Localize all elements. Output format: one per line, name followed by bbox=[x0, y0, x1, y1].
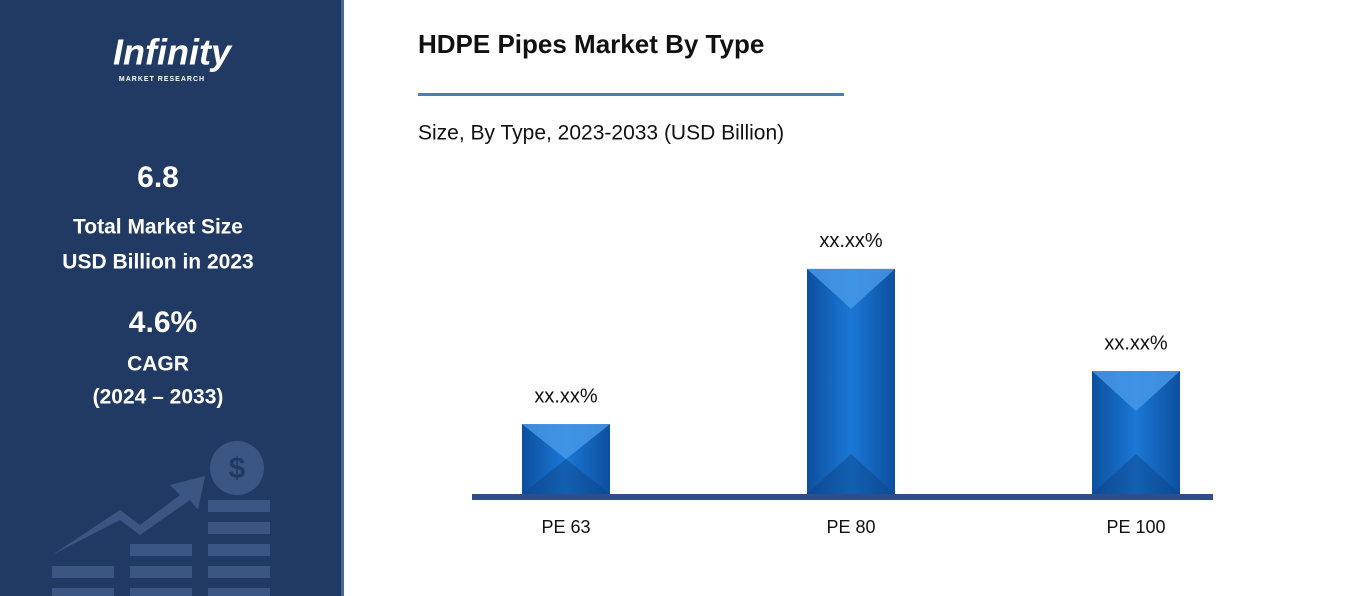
x-tick-label: PE 100 bbox=[1106, 517, 1165, 537]
x-tick-label: PE 80 bbox=[826, 517, 875, 537]
bar-bevel bbox=[807, 268, 895, 309]
market-size-label: USD Billion in 2023 bbox=[62, 251, 253, 274]
title-underline bbox=[418, 93, 844, 96]
bar-bevel bbox=[522, 424, 610, 460]
value-label: xx.xx% bbox=[819, 230, 883, 252]
bar-bevel bbox=[807, 454, 895, 494]
cagr-period: (2024 – 2033) bbox=[93, 386, 224, 409]
logo: Infinity bbox=[113, 32, 233, 73]
bar-bevel bbox=[1092, 454, 1180, 494]
cagr: 4.6% bbox=[129, 306, 197, 339]
cagr-label: CAGR bbox=[127, 353, 189, 376]
logo-sub: MARKET RESEARCH bbox=[119, 76, 205, 83]
baseline bbox=[472, 494, 1213, 500]
x-tick-label: PE 63 bbox=[541, 517, 590, 537]
decor-dollar: $ bbox=[229, 452, 246, 485]
sidebar-border bbox=[341, 0, 344, 596]
decor-icon bbox=[52, 441, 270, 596]
value-label: xx.xx% bbox=[534, 385, 598, 407]
sidebar bbox=[0, 0, 343, 596]
value-label: xx.xx% bbox=[1104, 332, 1168, 354]
chart-title: HDPE Pipes Market By Type bbox=[418, 29, 764, 59]
bar-bevel bbox=[1092, 371, 1180, 412]
market-size-label: Total Market Size bbox=[73, 216, 243, 239]
bar-bevel bbox=[522, 459, 610, 494]
chart-subtitle: Size, By Type, 2023-2033 (USD Billion) bbox=[418, 122, 784, 145]
market-size: 6.8 bbox=[137, 161, 179, 194]
